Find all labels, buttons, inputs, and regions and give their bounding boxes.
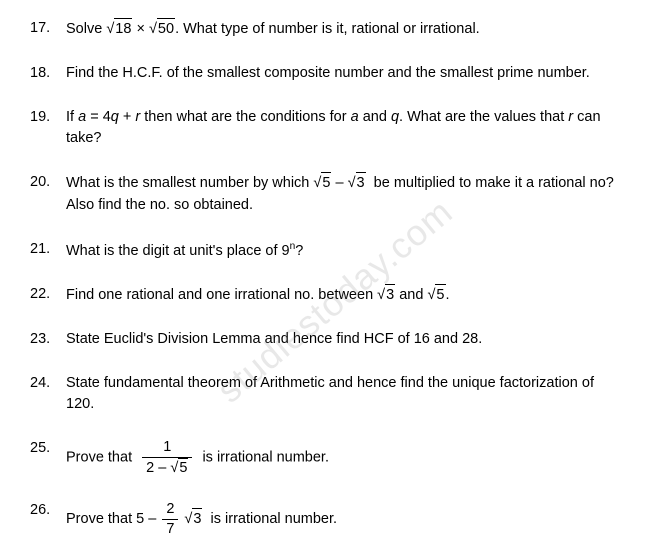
question-item: 21.What is the digit at unit's place of … — [30, 239, 615, 263]
question-text: Find the H.C.F. of the smallest composit… — [66, 63, 615, 85]
question-text: State Euclid's Division Lemma and hence … — [66, 329, 615, 351]
question-item: 22.Find one rational and one irrational … — [30, 284, 615, 307]
question-text: Prove that 12 – √5 is irrational number. — [66, 438, 615, 478]
question-number: 21. — [30, 239, 66, 263]
question-text: Prove that 5 – 27 √3 is irrational numbe… — [66, 500, 615, 539]
question-text: Solve √18 × √50. What type of number is … — [66, 18, 615, 41]
question-number: 24. — [30, 373, 66, 417]
question-item: 17.Solve √18 × √50. What type of number … — [30, 18, 615, 41]
question-number: 17. — [30, 18, 66, 41]
question-number: 25. — [30, 438, 66, 478]
question-number: 22. — [30, 284, 66, 307]
question-number: 23. — [30, 329, 66, 351]
question-item: 25.Prove that 12 – √5 is irrational numb… — [30, 438, 615, 478]
question-text: What is the digit at unit's place of 9n? — [66, 239, 615, 263]
question-item: 26.Prove that 5 – 27 √3 is irrational nu… — [30, 500, 615, 539]
question-text: What is the smallest number by which √5 … — [66, 172, 615, 217]
question-item: 20.What is the smallest number by which … — [30, 172, 615, 217]
question-text: State fundamental theorem of Arithmetic … — [66, 373, 615, 417]
question-item: 23.State Euclid's Division Lemma and hen… — [30, 329, 615, 351]
question-number: 18. — [30, 63, 66, 85]
question-list: 17.Solve √18 × √50. What type of number … — [30, 18, 615, 538]
question-number: 20. — [30, 172, 66, 217]
question-number: 26. — [30, 500, 66, 539]
question-number: 19. — [30, 107, 66, 151]
question-item: 19.If a = 4q + r then what are the condi… — [30, 107, 615, 151]
question-item: 18.Find the H.C.F. of the smallest compo… — [30, 63, 615, 85]
question-text: If a = 4q + r then what are the conditio… — [66, 107, 615, 151]
question-item: 24.State fundamental theorem of Arithmet… — [30, 373, 615, 417]
question-text: Find one rational and one irrational no.… — [66, 284, 615, 307]
